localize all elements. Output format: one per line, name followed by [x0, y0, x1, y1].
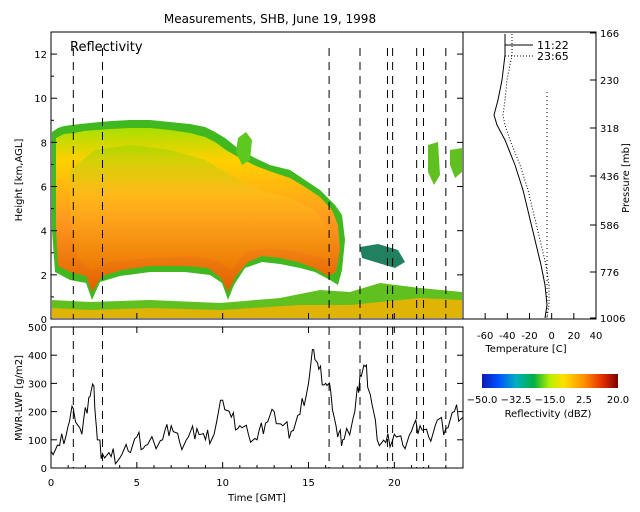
cloud-low-layer-warm	[52, 298, 462, 318]
cloud-small-cell	[428, 142, 440, 185]
legend-solid-label: 11:22	[537, 39, 569, 52]
height-tick-label-0: 0	[41, 315, 47, 326]
temperature-frame	[462, 31, 597, 320]
pressure-tick-label-6: 1006	[600, 314, 625, 325]
lwp-tick-label-2: 200	[28, 408, 47, 419]
colorbar-ticks: −50.0 −32.5 −15.0 2.5 20.0	[467, 395, 629, 406]
pressure-tick-label-1: 230	[600, 76, 619, 87]
time-axis-label: Time [GMT]	[227, 493, 286, 504]
lwp-axis-label: MWR-LWP [g/m2]	[14, 355, 25, 441]
lwp-tick-label-1: 100	[28, 436, 47, 447]
lwp-tick-label-3: 300	[28, 379, 47, 390]
temp-tick-label-5: 40	[590, 331, 603, 342]
lwp-tick-label-4: 400	[28, 351, 47, 362]
pressure-axis-label: Pressure [mb]	[621, 143, 632, 213]
temperature-legend: 11:22 23:65	[505, 39, 569, 63]
height-axis: 0 2 4 6 8 10 12	[34, 50, 463, 326]
temp-tick-label-4: 20	[567, 331, 580, 342]
reflectivity-dashed-lines	[72, 48, 447, 319]
reflectivity-panel: 0 2 4 6 8 10 12 Height [km,AGL] Reflectivity	[14, 31, 464, 326]
lwp-series-line	[50, 349, 464, 466]
colorbar: −50.0 −32.5 −15.0 2.5 20.0 Reflectivity (dBZ…	[467, 374, 629, 420]
sounding-dotted	[502, 34, 550, 319]
reflectivity-annotation: Reflectivity	[70, 40, 143, 55]
height-tick-label-4: 8	[41, 138, 47, 149]
figure-title: Measurements, SHB, June 19, 1998	[164, 12, 376, 26]
colorbar-tick-label-1: −32.5	[501, 395, 532, 406]
cloud-small-cell-2	[450, 148, 462, 178]
lwp-frame	[50, 326, 464, 469]
temp-tick-label-3: 0	[548, 331, 554, 342]
colorbar-tick-label-0: −50.0	[467, 395, 498, 406]
height-tick-label-6: 12	[34, 50, 47, 61]
colorbar-gradient	[482, 374, 618, 388]
lwp-tick-label-5: 500	[28, 323, 47, 334]
time-tick-label-0: 0	[48, 478, 54, 489]
cloud-mid-patch	[360, 244, 405, 268]
temp-tick-label-2: -20	[521, 331, 537, 342]
pressure-tick-label-2: 318	[600, 124, 619, 135]
height-axis-label: Height [km,AGL]	[14, 139, 25, 222]
height-tick-label-1: 2	[41, 271, 47, 282]
height-tick-label-2: 4	[41, 227, 47, 238]
time-tick-label-1: 5	[134, 478, 140, 489]
lwp-panel: 0 100 200 300 400 500 0 5 10 15 20 MWR-LWP [g/m2]…	[14, 323, 464, 504]
time-tick-label-3: 15	[302, 478, 315, 489]
lwp-tick-label-0: 0	[41, 464, 47, 475]
lwp-y-axis: 0 100 200 300 400 500	[28, 323, 463, 475]
colorbar-label: Reflectivity (dBZ)	[505, 409, 592, 420]
time-tick-label-2: 10	[216, 478, 229, 489]
cloud-core-deep	[70, 145, 330, 270]
pressure-tick-label-0: 166	[600, 29, 619, 40]
lwp-dashed-lines	[72, 327, 447, 468]
time-axis: 0 5 10 15 20	[48, 327, 447, 489]
pressure-axis: 166 230 318 436 586 776 1006	[590, 29, 625, 325]
colorbar-tick-label-4: 20.0	[607, 395, 629, 406]
height-tick-label-3: 6	[41, 183, 47, 194]
reflectivity-echo	[52, 120, 462, 318]
legend-dotted-label: 23:65	[537, 50, 569, 63]
colorbar-tick-label-3: 2.5	[576, 395, 592, 406]
colorbar-tick-label-2: −15.0	[535, 395, 566, 406]
temp-tick-label-0: -60	[477, 331, 493, 342]
temperature-axis-label: Temperature [C]	[484, 344, 566, 355]
sounding-solid	[493, 34, 548, 319]
cloud-top-cell	[236, 132, 252, 165]
time-tick-label-4: 20	[388, 478, 401, 489]
pressure-tick-label-5: 776	[600, 268, 619, 279]
pressure-tick-label-4: 586	[600, 221, 619, 232]
temp-tick-label-1: -40	[499, 331, 515, 342]
height-tick-label-5: 10	[34, 94, 47, 105]
temperature-axis: -60 -40 -20 0 20 40	[477, 313, 602, 342]
pressure-tick-label-3: 436	[600, 172, 619, 183]
temperature-panel: 11:22 23:65 -60 -40 -20 0 20 40 166 230 318 436 5…	[462, 29, 632, 355]
